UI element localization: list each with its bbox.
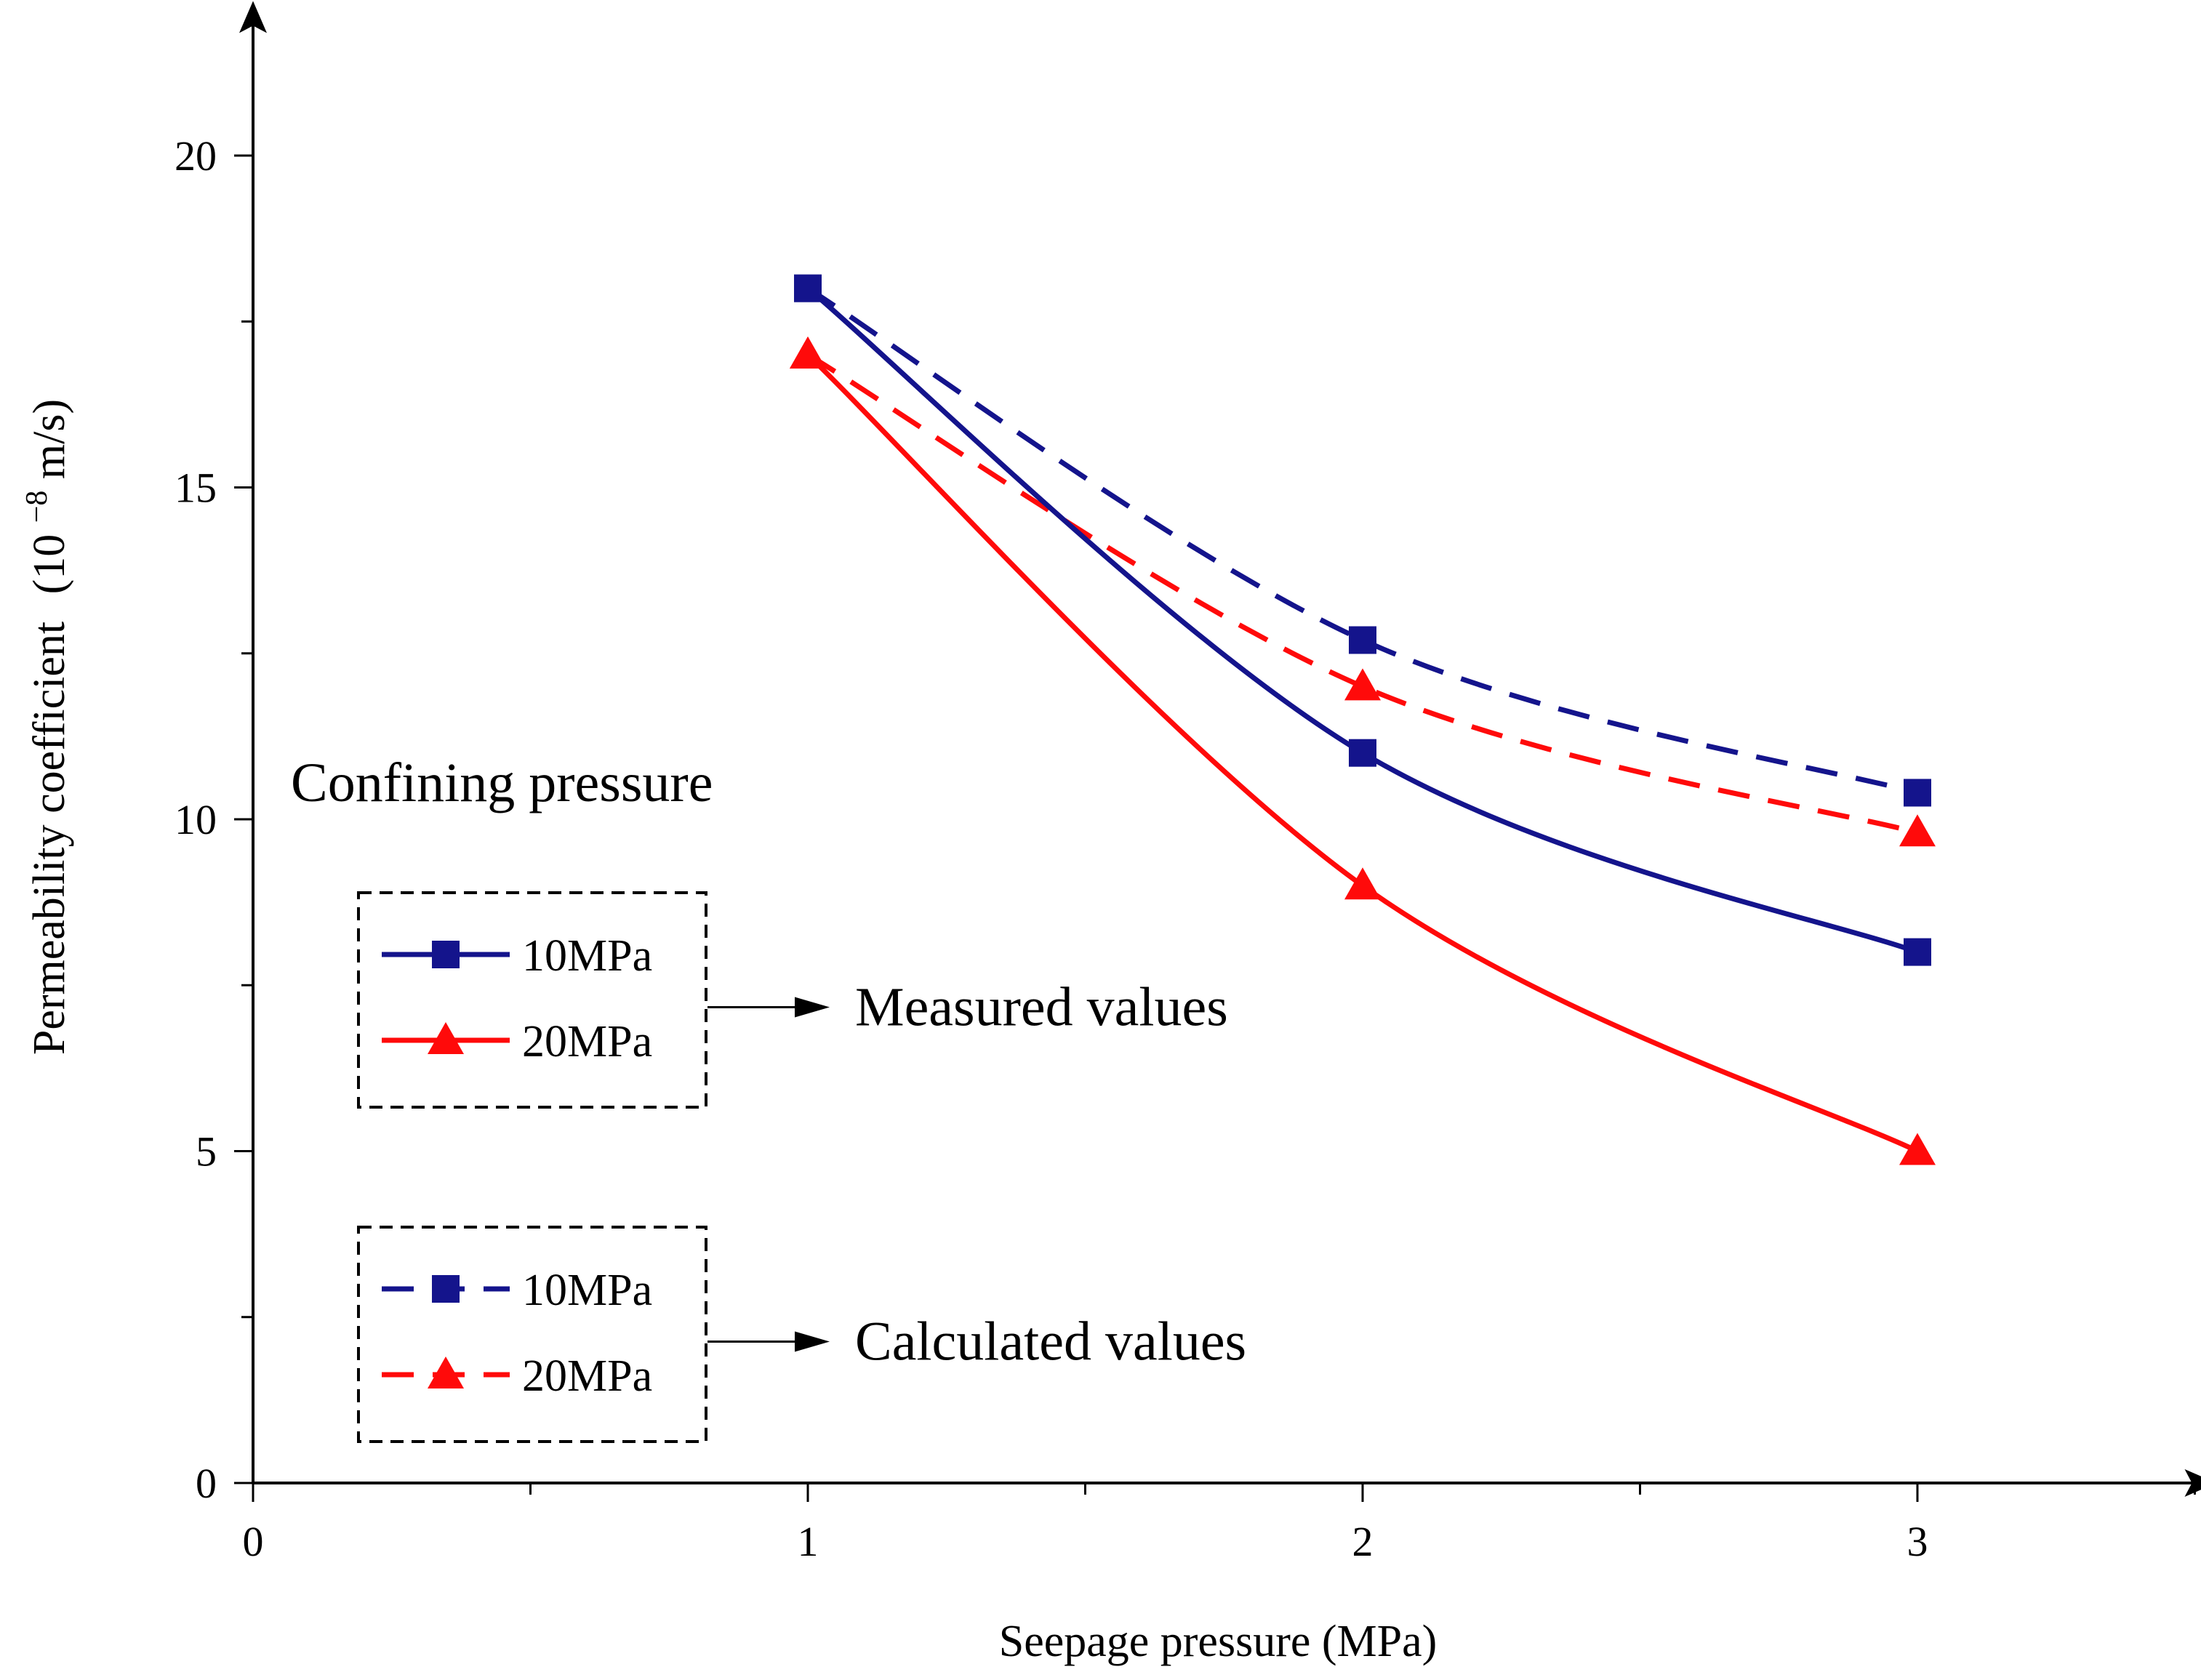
- legend-box-calculated: 10MPa 20MPa Calculated values: [357, 1226, 1246, 1443]
- legend-box-border: [357, 891, 707, 1109]
- y-axis-title-unit-suffix: m/s): [25, 399, 74, 479]
- square-marker: [1904, 938, 1931, 966]
- legend-group-label: Measured values: [855, 977, 1228, 1038]
- legend-connector-arrow-icon: [795, 1331, 830, 1352]
- x-tick-label: 3: [1907, 1518, 1928, 1565]
- series-layer: [790, 274, 1936, 1165]
- legend-item-10mpa: 10MPa: [382, 931, 652, 981]
- triangle-marker: [790, 336, 826, 369]
- legend-connector-arrow-icon: [795, 997, 830, 1018]
- legend-item-label: 10MPa: [522, 1266, 652, 1315]
- y-tick-label: 5: [196, 1128, 217, 1175]
- x-axis-arrow-icon: [2184, 1469, 2201, 1497]
- x-tick-label: 1: [798, 1518, 819, 1565]
- y-axis-title: Permeability coefficient (10 −8 m/s): [7, 399, 74, 1055]
- y-tick-label: 10: [175, 796, 217, 843]
- y-axis-title-text: Permeability coefficient: [25, 622, 74, 1055]
- axes: 0 1 2 3 0 5 10 15 20: [175, 1, 2201, 1565]
- x-axis-title: Seepage pressure (MPa): [999, 1617, 1438, 1666]
- series-line: [806, 352, 1918, 835]
- legend-triangle-icon: [428, 1357, 464, 1388]
- legend-item-label: 10MPa: [522, 931, 652, 981]
- legend-box-measured: 10MPa 20MPa Measured values: [357, 891, 1228, 1109]
- legend-square-icon: [432, 941, 460, 968]
- y-axis-title-unit-prefix: (10: [25, 534, 74, 595]
- x-tick-label: 0: [243, 1518, 264, 1565]
- legend-item-label: 20MPa: [522, 1351, 652, 1401]
- series-measured-values-20mpa: [790, 336, 1936, 1165]
- triangle-marker: [1344, 668, 1381, 701]
- y-tick-label: 20: [175, 132, 217, 180]
- legend-group-label: Calculated values: [855, 1311, 1246, 1372]
- legend-item-20mpa: 20MPa: [382, 1017, 652, 1066]
- y-tick-label: 15: [175, 465, 217, 512]
- legend-item-label: 20MPa: [522, 1017, 652, 1066]
- legend: Confining pressure 10MPa 20MPa Measured va…: [291, 752, 1246, 1443]
- series-measured-values-10mpa: [794, 274, 1931, 966]
- series-line: [806, 353, 1919, 1154]
- y-axis-title-unit-exp: −8: [20, 491, 54, 523]
- y-axis-arrow-icon: [239, 1, 267, 33]
- legend-item-10mpa: 10MPa: [382, 1266, 652, 1315]
- square-marker: [1349, 739, 1376, 767]
- square-marker: [1349, 626, 1376, 654]
- legend-square-icon: [432, 1275, 460, 1303]
- series-calculated-values-10mpa: [794, 274, 1931, 807]
- triangle-marker: [1899, 1133, 1936, 1165]
- x-tick-label: 2: [1352, 1518, 1374, 1565]
- triangle-marker: [1344, 867, 1381, 900]
- legend-heading: Confining pressure: [291, 752, 713, 813]
- legend-box-border: [357, 1226, 707, 1443]
- triangle-marker: [1899, 814, 1936, 847]
- square-marker: [794, 274, 822, 302]
- series-line: [806, 286, 1919, 954]
- series-calculated-values-20mpa: [790, 336, 1936, 847]
- square-marker: [1904, 779, 1931, 807]
- series-line: [806, 286, 1918, 795]
- y-tick-label: 0: [196, 1460, 217, 1507]
- legend-item-20mpa: 20MPa: [382, 1351, 652, 1401]
- legend-triangle-icon: [428, 1022, 464, 1054]
